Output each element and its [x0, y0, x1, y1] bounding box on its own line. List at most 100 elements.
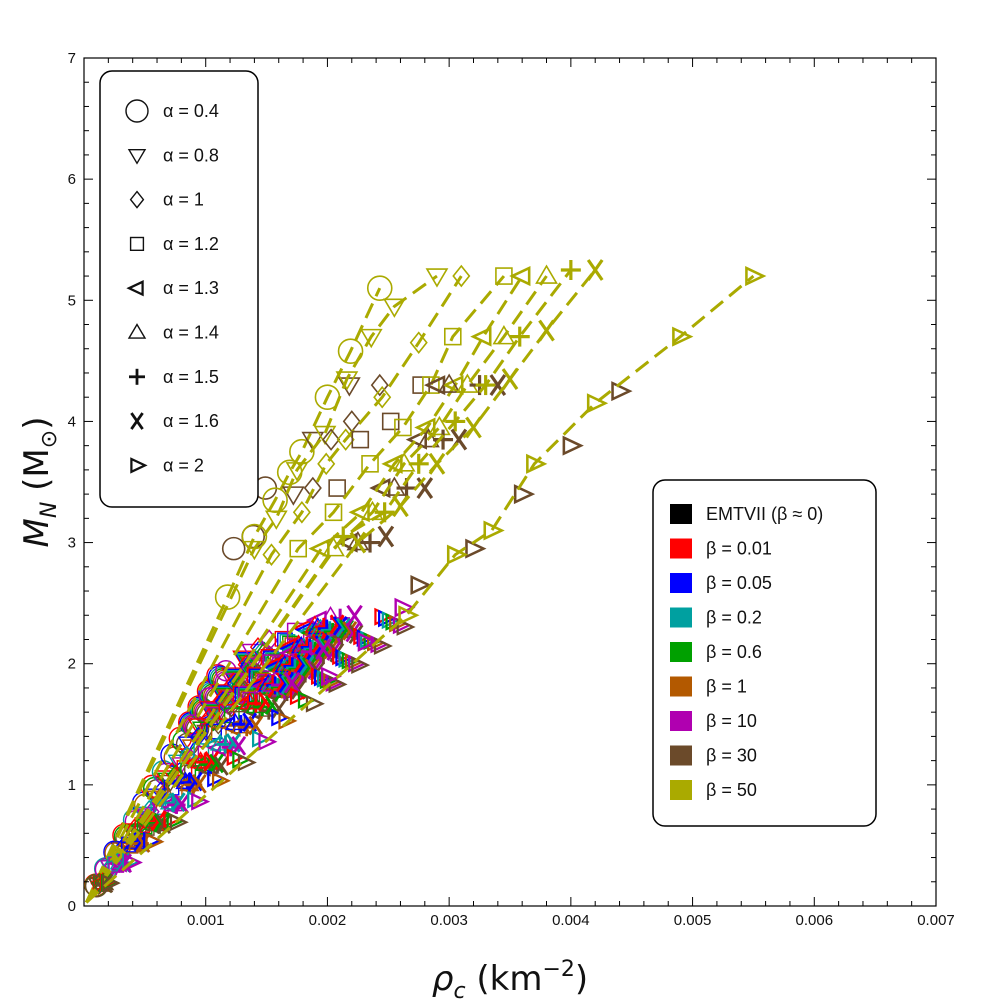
series-line [85, 269, 573, 904]
data-point [187, 771, 203, 792]
data-point [398, 605, 420, 626]
data-point [382, 298, 406, 318]
data-point [562, 435, 584, 456]
x-tick-label: 0.007 [917, 912, 955, 929]
data-point [408, 453, 429, 474]
data-point [237, 753, 257, 772]
data-point [433, 429, 454, 450]
data-point [200, 707, 218, 729]
y-tick-label: 2 [68, 656, 76, 673]
beta-legend-label: β = 50 [706, 780, 757, 800]
data-point [409, 331, 428, 354]
data-point [289, 539, 308, 558]
data-point [526, 453, 548, 474]
data-point [248, 715, 264, 736]
beta-legend-label: β = 10 [706, 711, 757, 731]
square-icon [129, 236, 145, 252]
alpha-legend-label: α = 1.2 [163, 234, 219, 254]
beta-legend-item: β = 50 [670, 780, 757, 800]
alpha-legend-item: α = 1.5 [129, 367, 219, 387]
data-point [446, 544, 469, 565]
y-tick-label: 4 [68, 413, 76, 430]
beta-legend-item: EMTVII (β ≈ 0) [670, 504, 823, 524]
data-point [428, 452, 446, 475]
data-point [359, 328, 383, 349]
data-point [492, 325, 516, 345]
data-point [145, 832, 165, 851]
alpha-legend-item: α = 1.3 [126, 278, 219, 298]
data-point [320, 666, 342, 687]
series-alpha-1.6 [85, 259, 604, 904]
y-axis-title: MN (M⊙) [17, 417, 62, 548]
data-point [213, 756, 229, 776]
data-point [381, 453, 403, 474]
data-point [560, 260, 581, 280]
alpha-legend-label: α = 0.4 [163, 101, 219, 121]
data-point [317, 452, 336, 476]
data-point [328, 479, 346, 497]
data-point [322, 428, 341, 451]
color-swatch-icon [670, 780, 692, 800]
alpha-legend-item: α = 2 [130, 455, 204, 475]
diamond-icon [129, 190, 145, 209]
beta-legend-item: β = 0.6 [670, 642, 762, 662]
data-point [278, 711, 298, 730]
alpha-legend-label: α = 2 [163, 455, 204, 475]
data-point [509, 326, 530, 347]
data-point [292, 501, 311, 524]
data-point [361, 455, 379, 473]
data-point [258, 732, 278, 751]
alpha-legend: α = 0.4 α = 0.8 α = 1 α = 1.2 α = 1.3 α = 1.4… [99, 70, 259, 508]
data-point [366, 275, 393, 301]
data-point [348, 502, 370, 523]
data-point [501, 368, 519, 390]
triangle-down-icon [127, 148, 147, 165]
data-point [489, 374, 507, 397]
data-point [262, 487, 288, 513]
x-tick-label: 0.003 [430, 912, 468, 929]
alpha-legend-item: α = 1.6 [130, 411, 219, 431]
data-point [313, 425, 337, 446]
plus-icon [129, 368, 145, 385]
data-point [672, 326, 694, 347]
data-point [611, 381, 633, 402]
data-point [396, 618, 416, 636]
beta-legend-item: β = 1 [670, 676, 747, 697]
data-point [264, 510, 288, 530]
y-tick-label: 6 [68, 171, 76, 188]
data-point [405, 429, 427, 450]
data-point [465, 416, 482, 439]
series-alpha-2 [85, 266, 767, 904]
data-point [333, 526, 354, 547]
data-point [475, 375, 496, 396]
x-tick-label: 0.001 [187, 912, 225, 929]
data-point [304, 615, 326, 633]
alpha-legend-item: α = 1 [129, 190, 204, 210]
data-point [509, 266, 531, 287]
data-point [208, 708, 229, 726]
data-point [360, 532, 381, 553]
beta-legend-item: β = 0.2 [670, 607, 762, 628]
data-point [177, 736, 199, 754]
data-point [373, 637, 393, 655]
color-swatch-icon [670, 642, 692, 662]
data-point [315, 638, 332, 661]
data-point [262, 543, 281, 566]
data-point [357, 632, 379, 652]
beta-legend-items: EMTVII (β ≈ 0) β = 0.01 β = 0.05 β = 0.2 β =… [670, 504, 823, 800]
data-point [373, 385, 392, 409]
y-tick-label: 5 [68, 292, 76, 309]
beta-legend-label: β = 1 [706, 677, 747, 697]
beta-legend-label: β = 0.2 [706, 608, 762, 628]
data-point [538, 319, 555, 342]
beta-legend-item: β = 0.05 [670, 573, 772, 593]
data-point [443, 327, 462, 346]
data-point [351, 656, 371, 675]
beta-legend: EMTVII (β ≈ 0) β = 0.01 β = 0.05 β = 0.2 β =… [652, 479, 877, 827]
data-point [191, 792, 211, 811]
data-point [324, 503, 343, 522]
alpha-legend-items: α = 0.4 α = 0.8 α = 1 α = 1.2 α = 1.3 α = 1.4… [125, 99, 219, 475]
series-line [85, 274, 438, 904]
alpha-legend-label: α = 1.6 [163, 411, 219, 431]
data-point [283, 671, 301, 694]
